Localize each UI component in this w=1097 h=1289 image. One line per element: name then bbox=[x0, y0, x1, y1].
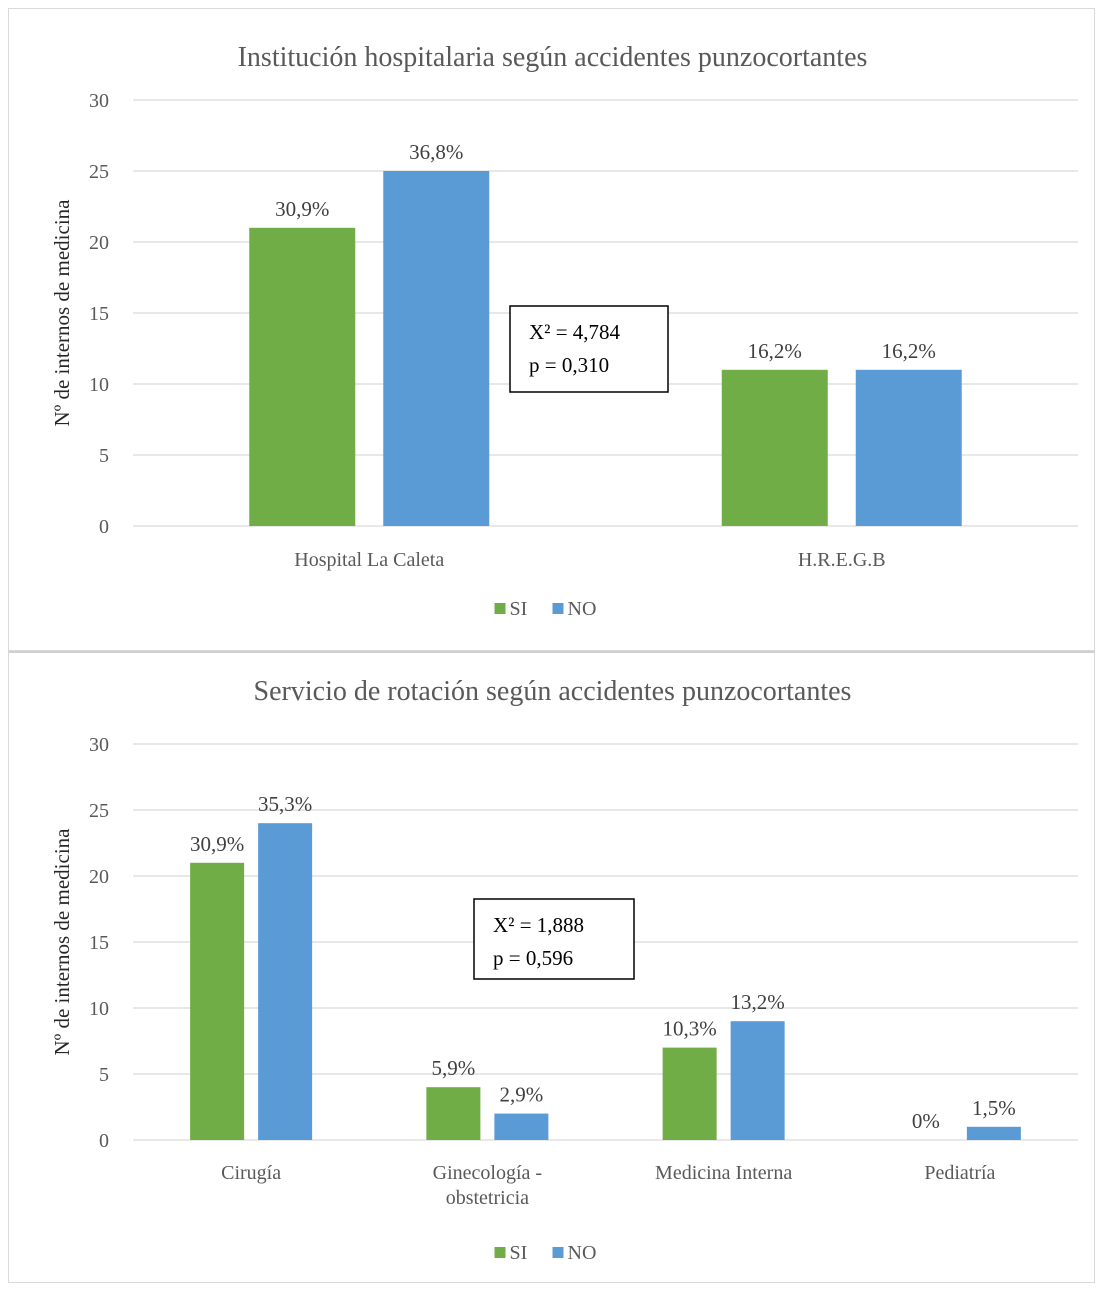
y-tick-label: 30 bbox=[89, 734, 109, 756]
chart-institucion-hospitalaria: Institución hospitalaria según accidente… bbox=[8, 8, 1095, 651]
y-tick-label: 25 bbox=[89, 800, 109, 822]
category-label: H.R.E.G.B bbox=[798, 549, 886, 571]
data-label: 5,9% bbox=[432, 1056, 476, 1080]
chart-title: Servicio de rotación según accidentes pu… bbox=[254, 676, 852, 707]
bar-si bbox=[721, 369, 828, 526]
category-label: Cirugía bbox=[221, 1162, 281, 1184]
data-label: 30,9% bbox=[190, 832, 244, 856]
data-label: 2,9% bbox=[500, 1083, 544, 1107]
legend-swatch-no bbox=[552, 603, 564, 614]
bar-no bbox=[966, 1126, 1021, 1140]
chart-title: Institución hospitalaria según accidente… bbox=[238, 42, 868, 73]
chart-servicio-svg: Servicio de rotación según accidentes pu… bbox=[50, 676, 1078, 1264]
y-tick-label: 5 bbox=[99, 445, 109, 467]
bar-si bbox=[249, 227, 356, 527]
bar-no bbox=[494, 1113, 549, 1140]
y-tick-label: 20 bbox=[89, 866, 109, 888]
chart-servicio-rotacion: Servicio de rotación según accidentes pu… bbox=[8, 651, 1095, 1283]
bar-no bbox=[855, 369, 962, 526]
chart-institucion-svg: Institución hospitalaria según accidente… bbox=[50, 42, 1078, 620]
annotation-chi-square: X² = 4,784 bbox=[529, 320, 621, 344]
legend-swatch-si bbox=[494, 1247, 506, 1258]
annotation-box bbox=[509, 305, 669, 393]
annotation-p-value: p = 0,596 bbox=[493, 946, 573, 970]
y-tick-label: 0 bbox=[99, 516, 109, 538]
data-label: 0% bbox=[912, 1109, 940, 1133]
data-label: 10,3% bbox=[663, 1017, 717, 1041]
data-label: 1,5% bbox=[972, 1096, 1016, 1120]
data-label: 35,3% bbox=[258, 792, 312, 816]
y-tick-label: 10 bbox=[89, 374, 109, 396]
category-label: Hospital La Caleta bbox=[294, 549, 444, 571]
bar-si bbox=[190, 862, 245, 1140]
y-tick-label: 15 bbox=[89, 932, 109, 954]
bar-si bbox=[426, 1087, 481, 1140]
y-tick-label: 20 bbox=[89, 232, 109, 254]
category-label: Pediatría bbox=[924, 1162, 995, 1184]
data-label: 13,2% bbox=[731, 990, 785, 1014]
y-axis-label: Nº de internos de medicina bbox=[50, 828, 74, 1056]
data-label: 16,2% bbox=[882, 339, 936, 363]
legend-swatch-no bbox=[552, 1247, 564, 1258]
legend-label-si: SI bbox=[510, 1242, 528, 1264]
bar-si bbox=[662, 1047, 717, 1140]
y-tick-label: 15 bbox=[89, 303, 109, 325]
bar-no bbox=[730, 1021, 785, 1140]
data-label: 36,8% bbox=[409, 140, 463, 164]
legend-label-no: NO bbox=[568, 598, 597, 620]
annotation-p-value: p = 0,310 bbox=[529, 353, 609, 377]
y-tick-label: 5 bbox=[99, 1064, 109, 1086]
y-axis-label: Nº de internos de medicina bbox=[50, 199, 74, 427]
data-label: 16,2% bbox=[748, 339, 802, 363]
data-label: 30,9% bbox=[275, 197, 329, 221]
annotation-box bbox=[473, 898, 635, 980]
y-tick-label: 25 bbox=[89, 161, 109, 183]
annotation-chi-square: X² = 1,888 bbox=[493, 913, 584, 937]
legend-label-no: NO bbox=[568, 1242, 597, 1264]
bar-no bbox=[258, 823, 313, 1140]
category-label: Ginecología -obstetricia bbox=[433, 1162, 542, 1209]
y-tick-label: 0 bbox=[99, 1130, 109, 1152]
y-tick-label: 10 bbox=[89, 998, 109, 1020]
category-label: Medicina Interna bbox=[655, 1162, 792, 1184]
legend-label-si: SI bbox=[510, 598, 528, 620]
legend-swatch-si bbox=[494, 603, 506, 614]
y-tick-label: 30 bbox=[89, 90, 109, 112]
bar-no bbox=[383, 171, 490, 526]
